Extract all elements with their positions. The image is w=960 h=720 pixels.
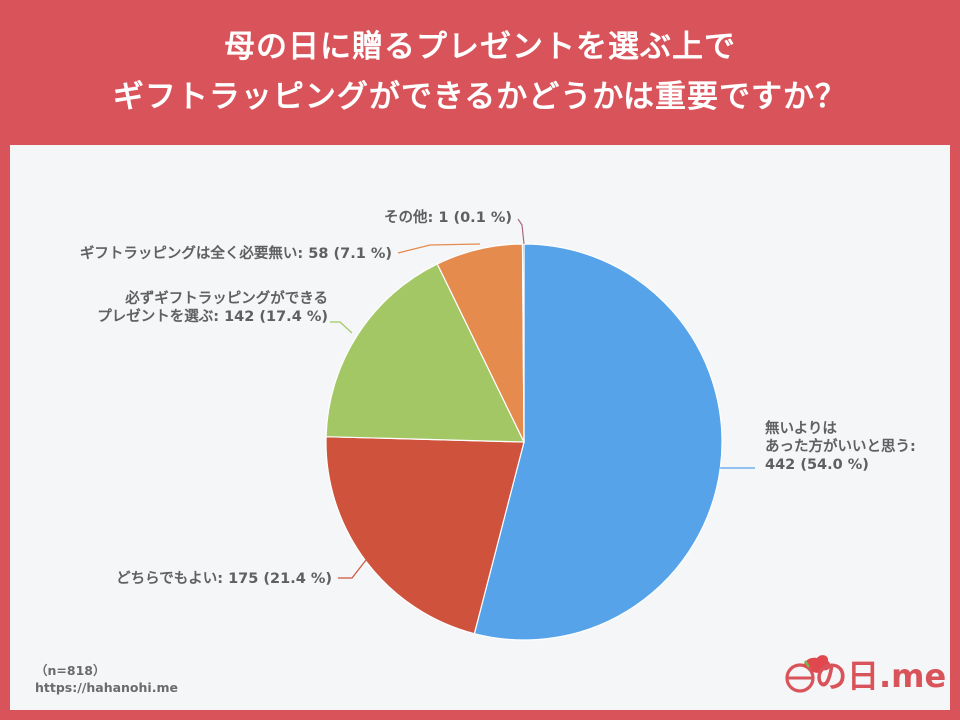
slice-label-line: 必ずギフトラッピングができる: [124, 289, 328, 307]
carnation-logo-icon: [785, 655, 831, 693]
slice-label-line: あった方がいいと思う:: [765, 437, 916, 455]
slice-label-line: どちらでもよい: 175 (21.4 %): [116, 570, 332, 587]
slice-label-line: プレゼントを選ぶ: 142 (17.4 %): [97, 307, 328, 325]
slice-label-0: 無いよりはあった方がいいと思う: 442 (54.0 %): [765, 419, 916, 473]
chart-title-line2: ギフトラッピングができるかどうかは重要ですか？: [112, 79, 848, 115]
sample-size-note: （n=818）: [35, 663, 106, 678]
slice-label-1: どちらでもよい: 175 (21.4 %): [116, 570, 332, 587]
pie-slice-0: [473, 243, 723, 641]
slice-label-line: 442 (54.0 %): [765, 457, 869, 473]
leader-line-2: [330, 321, 353, 334]
chart-title-line1: 母の日に贈るプレゼントを選ぶ上で: [224, 29, 736, 65]
slice-label-line: 無いよりは: [765, 419, 837, 437]
slice-label-4: その他: 1 (0.1 %): [384, 208, 512, 226]
slice-label-3: ギフトラッピングは全く必要無い: 58 (7.1 %): [80, 244, 392, 262]
slice-label-line: その他: 1 (0.1 %): [384, 208, 512, 226]
pie-slice-2: [325, 263, 525, 443]
slice-label-line: ギフトラッピングは全く必要無い: 58 (7.1 %): [80, 244, 392, 262]
hahanohi-logo[interactable]: の日.me: [775, 645, 946, 700]
source-url[interactable]: https://hahanohi.me: [35, 680, 178, 695]
leader-line-3: [397, 243, 481, 254]
slice-label-2: 必ずギフトラッピングができるプレゼントを選ぶ: 142 (17.4 %): [97, 289, 328, 325]
logo-text: の日.me: [815, 657, 947, 695]
leader-line-4: [517, 218, 525, 245]
chart-title: 母の日に贈るプレゼントを選ぶ上で ギフトラッピングができるかどうかは重要ですか？: [0, 22, 960, 122]
leader-line-1: [338, 559, 367, 579]
